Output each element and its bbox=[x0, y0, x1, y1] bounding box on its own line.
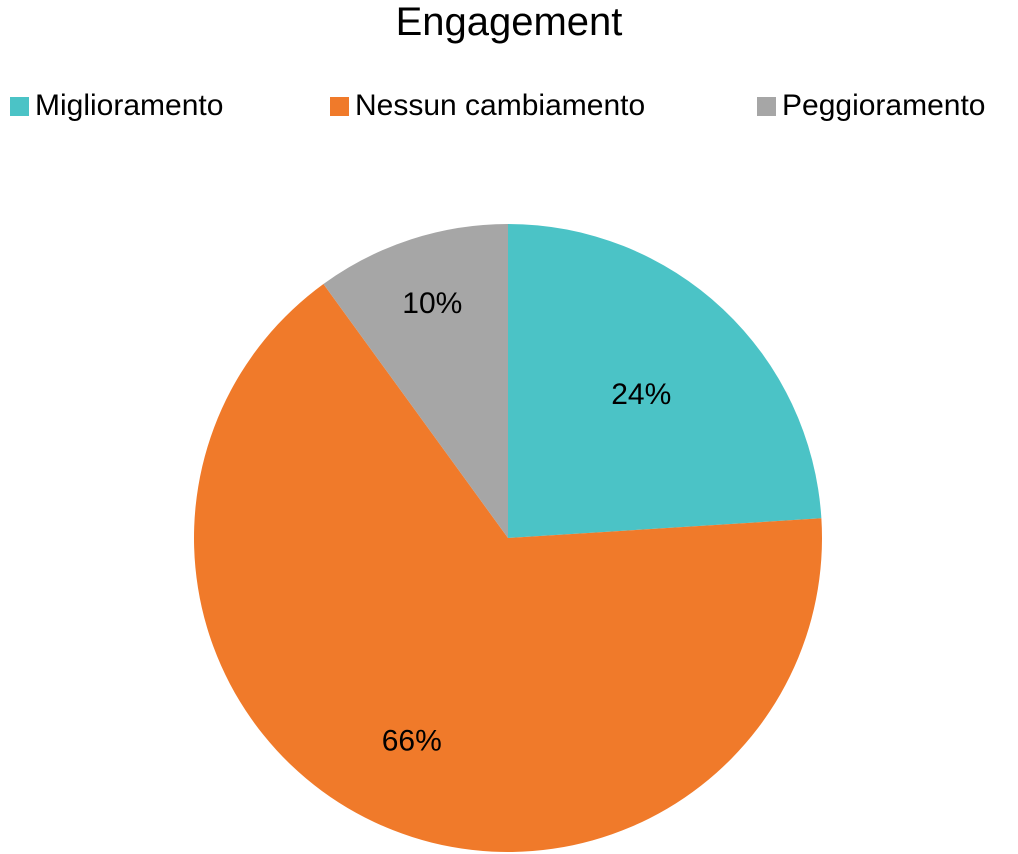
slice-label-nessun-cambiamento: 66% bbox=[382, 724, 442, 757]
legend-label-nessun-cambiamento: Nessun cambiamento bbox=[355, 89, 646, 122]
legend-item-nessun-cambiamento: Nessun cambiamento bbox=[330, 84, 645, 128]
legend-label-miglioramento: Miglioramento bbox=[35, 89, 224, 122]
legend-item-peggioramento: Peggioramento bbox=[757, 84, 985, 128]
chart-title: Engagement bbox=[395, 0, 623, 44]
legend-swatch-miglioramento bbox=[10, 96, 29, 116]
legend-swatch-nessun-cambiamento bbox=[330, 96, 349, 116]
slice-label-peggioramento: 10% bbox=[402, 287, 462, 320]
slice-nessun-cambiamento bbox=[194, 283, 823, 853]
legend: Miglioramento Nessun cambiamento Peggior… bbox=[0, 84, 1018, 128]
legend-swatch-peggioramento bbox=[757, 96, 776, 116]
pie-labels: 24% 66% 10% bbox=[382, 287, 672, 757]
pie-slices bbox=[194, 224, 823, 853]
slice-peggioramento bbox=[323, 224, 508, 538]
slice-miglioramento bbox=[508, 224, 822, 538]
slice-label-miglioramento: 24% bbox=[611, 378, 671, 411]
legend-label-peggioramento: Peggioramento bbox=[782, 89, 986, 122]
legend-item-miglioramento: Miglioramento bbox=[10, 84, 223, 128]
